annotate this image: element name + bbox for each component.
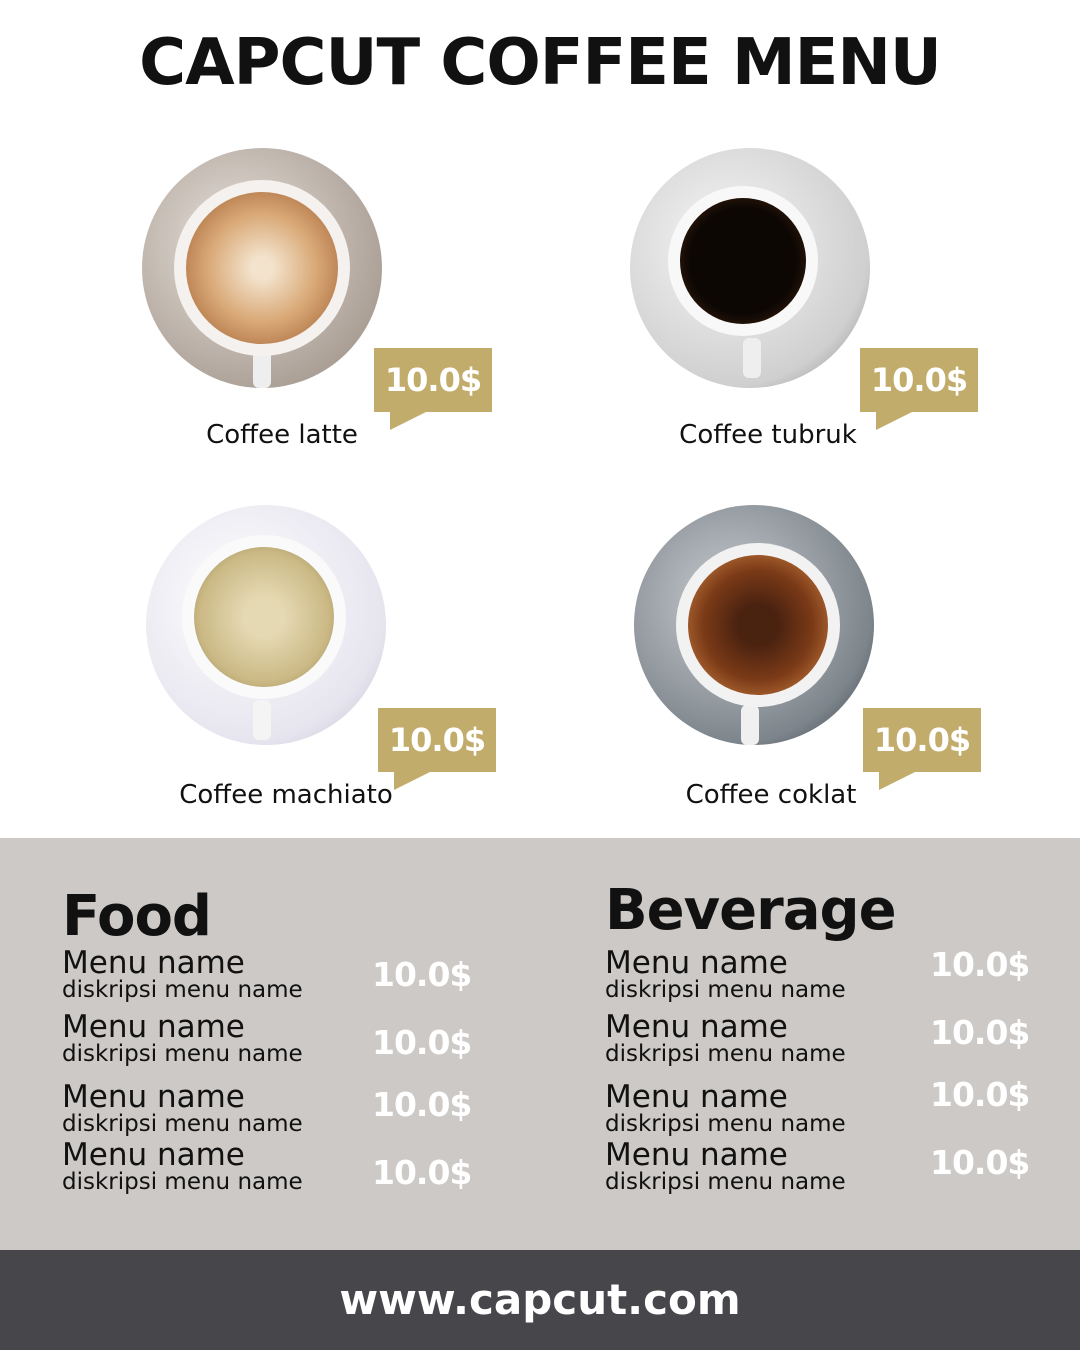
page-title: CAPCUT COFFEE MENU — [139, 26, 942, 100]
beverage-price: 10.0$ — [930, 1013, 1030, 1052]
food-heading: Food — [62, 884, 212, 949]
coffee-tubruk-image — [630, 148, 870, 388]
coffee-name: Coffee latte — [206, 420, 358, 450]
food-price: 10.0$ — [372, 955, 472, 994]
beverage-heading: Beverage — [605, 878, 897, 943]
price-tag: 10.0$ — [378, 708, 496, 790]
beverage-item: Menu name diskripsi menu name — [605, 1079, 846, 1137]
food-price: 10.0$ — [372, 1153, 472, 1192]
beverage-price: 10.0$ — [930, 1075, 1030, 1114]
food-item: Menu name diskripsi menu name — [62, 1079, 303, 1137]
coffee-name: Coffee machiato — [179, 780, 393, 810]
beverage-price: 10.0$ — [930, 945, 1030, 984]
coffee-latte-image — [142, 148, 382, 388]
price-tag: 10.0$ — [860, 348, 978, 430]
food-item: Menu name diskripsi menu name — [62, 1137, 303, 1195]
price-tag: 10.0$ — [863, 708, 981, 790]
food-price: 10.0$ — [372, 1085, 472, 1124]
coffee-name: Coffee coklat — [685, 780, 857, 810]
footer-url[interactable]: www.capcut.com — [0, 1250, 1080, 1350]
coffee-coklat-image — [634, 505, 874, 745]
coffee-machiato-image — [146, 505, 386, 745]
menu-list-section: Food Beverage Menu name diskripsi menu na… — [0, 838, 1080, 1250]
beverage-price: 10.0$ — [930, 1143, 1030, 1182]
coffee-name: Coffee tubruk — [679, 420, 857, 450]
beverage-item: Menu name diskripsi menu name — [605, 1009, 846, 1067]
price-tag: 10.0$ — [374, 348, 492, 430]
food-item: Menu name diskripsi menu name — [62, 945, 303, 1003]
food-price: 10.0$ — [372, 1023, 472, 1062]
beverage-item: Menu name diskripsi menu name — [605, 1137, 846, 1195]
food-item: Menu name diskripsi menu name — [62, 1009, 303, 1067]
beverage-item: Menu name diskripsi menu name — [605, 945, 846, 1003]
